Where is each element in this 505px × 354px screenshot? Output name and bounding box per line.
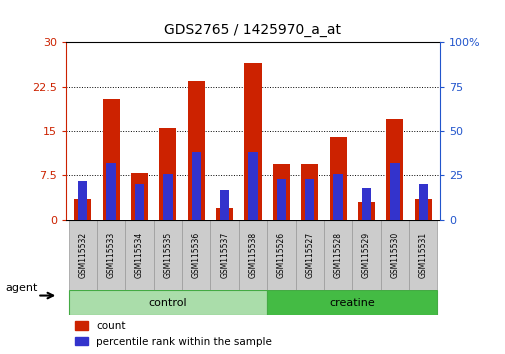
Bar: [135, 184, 144, 220]
FancyBboxPatch shape: [125, 220, 154, 290]
Text: GSM115529: GSM115529: [361, 232, 370, 278]
Text: GSM115527: GSM115527: [305, 232, 314, 278]
Bar: [248, 153, 257, 220]
Bar: [163, 174, 172, 220]
Text: GSM115535: GSM115535: [163, 232, 172, 278]
Text: GSM115528: GSM115528: [333, 232, 342, 278]
Bar: [414, 199, 431, 220]
FancyBboxPatch shape: [69, 220, 97, 290]
FancyBboxPatch shape: [323, 220, 351, 290]
Text: GSM115533: GSM115533: [107, 232, 116, 278]
Bar: [267, 290, 436, 315]
FancyBboxPatch shape: [182, 220, 210, 290]
FancyBboxPatch shape: [210, 220, 238, 290]
Text: agent: agent: [5, 284, 37, 293]
Bar: [244, 63, 261, 220]
FancyBboxPatch shape: [380, 220, 408, 290]
FancyBboxPatch shape: [238, 220, 267, 290]
Bar: [276, 179, 285, 220]
FancyBboxPatch shape: [154, 220, 182, 290]
Bar: [187, 81, 205, 220]
Legend: count, percentile rank within the sample: count, percentile rank within the sample: [71, 317, 276, 351]
Bar: [418, 184, 427, 220]
Text: GSM115526: GSM115526: [276, 232, 285, 278]
Bar: [357, 202, 374, 220]
Text: GSM115534: GSM115534: [135, 232, 144, 278]
FancyBboxPatch shape: [295, 220, 323, 290]
Bar: [216, 208, 233, 220]
Bar: [329, 137, 346, 220]
Text: GSM115530: GSM115530: [389, 232, 398, 278]
FancyBboxPatch shape: [351, 220, 380, 290]
Text: GSM115531: GSM115531: [418, 232, 427, 278]
Bar: [159, 128, 176, 220]
Bar: [333, 174, 342, 220]
Bar: [385, 119, 402, 220]
FancyBboxPatch shape: [267, 220, 295, 290]
Bar: [272, 164, 289, 220]
Text: GSM115537: GSM115537: [220, 232, 229, 278]
Bar: [305, 179, 314, 220]
Bar: [220, 190, 229, 220]
Text: creatine: creatine: [329, 298, 374, 308]
FancyBboxPatch shape: [408, 220, 436, 290]
Text: GSM115532: GSM115532: [78, 232, 87, 278]
Text: GSM115536: GSM115536: [191, 232, 200, 278]
Bar: [361, 188, 370, 220]
Bar: [78, 181, 87, 220]
Text: GSM115538: GSM115538: [248, 232, 257, 278]
Bar: [300, 164, 318, 220]
Bar: [191, 153, 200, 220]
Bar: [69, 290, 267, 315]
Text: GDS2765 / 1425970_a_at: GDS2765 / 1425970_a_at: [164, 23, 341, 37]
Text: control: control: [148, 298, 187, 308]
FancyBboxPatch shape: [97, 220, 125, 290]
Bar: [103, 99, 120, 220]
Bar: [106, 163, 116, 220]
Bar: [74, 199, 91, 220]
Bar: [389, 163, 399, 220]
Bar: [131, 172, 148, 220]
